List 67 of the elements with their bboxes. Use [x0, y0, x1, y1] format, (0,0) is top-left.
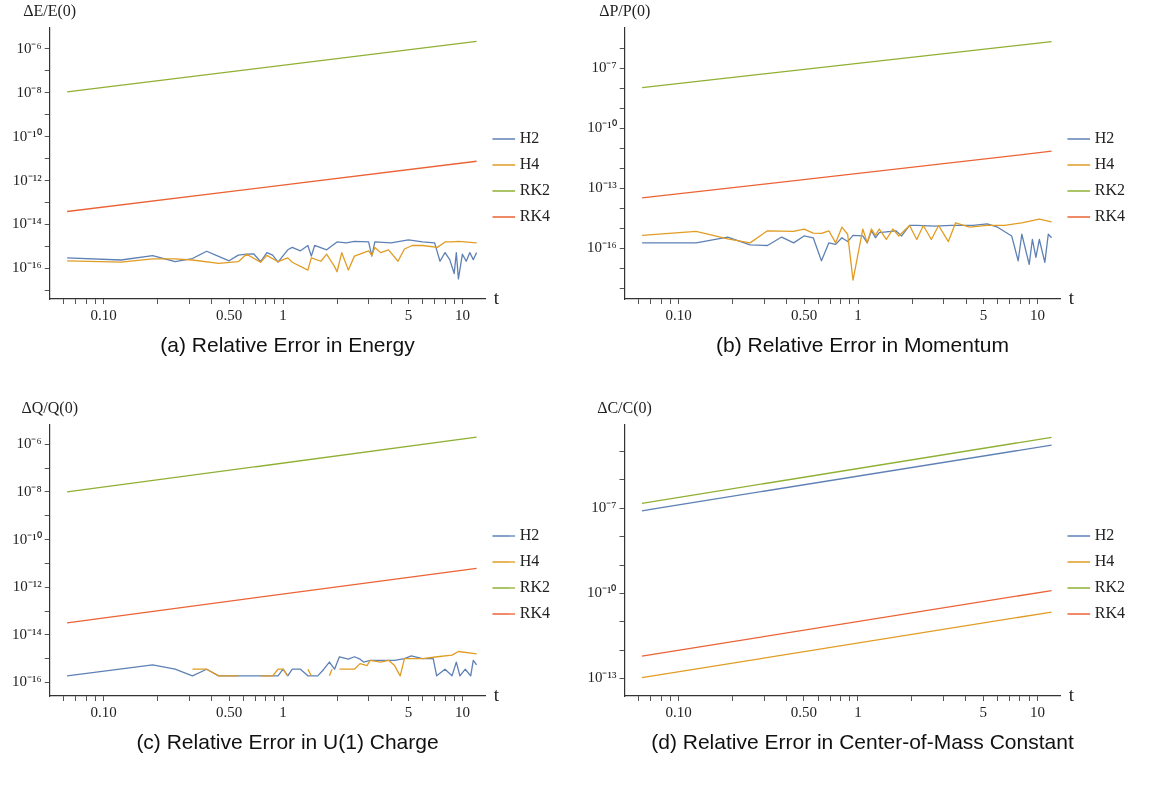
y-tick-label: 10⁻¹⁰ [12, 127, 42, 144]
legend-label: H2 [519, 526, 540, 544]
legend-label: H4 [1094, 552, 1115, 570]
legend-label: RK2 [1094, 578, 1126, 596]
x-axis-title: t [493, 683, 500, 705]
x-tick-label: 5 [404, 306, 413, 323]
x-tick-label: 10 [1029, 703, 1045, 720]
legend-label: H2 [1094, 526, 1115, 544]
x-tick-label: 0.10 [90, 703, 117, 720]
text: (b) Relative Error in Momentum [715, 332, 1010, 358]
x-tick-label: 1 [854, 703, 862, 720]
x-tick-label: 1 [854, 306, 862, 323]
y-axis-title: ΔQ/Q(0) [21, 399, 78, 418]
y-tick-label: 10⁻⁷ [591, 499, 617, 516]
y-tick-label: 10⁻¹⁴ [11, 625, 42, 642]
legend-label: RK2 [1094, 181, 1126, 199]
x-tick-label: 1 [279, 306, 287, 323]
x-tick-label: 0.50 [790, 306, 818, 323]
x-tick-label: 0.10 [665, 703, 692, 720]
legend-label: RK2 [519, 578, 551, 596]
x-tick-label: 0.50 [790, 703, 818, 720]
x-tick-label: 0.10 [90, 306, 117, 323]
y-tick-label: 10⁻¹² [12, 578, 43, 595]
x-tick-label: 5 [979, 306, 988, 323]
y-tick-label: 10⁻¹⁶ [11, 259, 42, 276]
y-tick-label: 10⁻¹⁰ [587, 584, 617, 601]
legend-label: H2 [519, 129, 540, 147]
x-axis-title: t [1068, 683, 1075, 705]
legend-label: RK4 [519, 604, 551, 622]
legend-label: H4 [519, 552, 540, 570]
x-tick-label: 10 [1029, 306, 1045, 323]
legend-label: H4 [519, 155, 540, 173]
y-tick-label: 10⁻¹⁶ [586, 239, 617, 256]
x-tick-label: 5 [404, 703, 413, 720]
y-tick-label: 10⁻¹² [12, 171, 43, 188]
x-tick-label: 0.10 [665, 306, 692, 323]
legend-label: H4 [1094, 155, 1115, 173]
x-axis-title: t [493, 286, 500, 308]
legend-label: RK2 [519, 181, 551, 199]
x-tick-label: 10 [454, 306, 470, 323]
text: (c) Relative Error in U(1) Charge [135, 729, 440, 755]
y-tick-label: 10⁻⁶ [16, 39, 42, 56]
y-tick-label: 10⁻¹⁰ [12, 530, 42, 547]
y-tick-label: 10⁻¹³ [587, 669, 617, 686]
y-tick-label: 10⁻¹⁰ [587, 119, 617, 136]
x-tick-label: 0.50 [215, 306, 243, 323]
text: (d) Relative Error in Center-of-Mass Constant [650, 729, 1075, 755]
x-tick-label: 5 [979, 703, 988, 720]
x-tick-label: 10 [454, 703, 470, 720]
legend-label: RK4 [1094, 207, 1126, 225]
text: (a) Relative Error in Energy [159, 332, 416, 358]
legend-label: H2 [1094, 129, 1115, 147]
x-axis-title: t [1068, 286, 1075, 308]
y-tick-label: 10⁻¹⁴ [11, 215, 42, 232]
y-tick-label: 10⁻⁷ [591, 59, 617, 76]
legend-label: RK4 [1094, 604, 1126, 622]
x-tick-label: 1 [279, 703, 287, 720]
y-tick-label: 10⁻⁸ [16, 482, 42, 499]
x-tick-label: 0.50 [215, 703, 243, 720]
y-tick-label: 10⁻⁶ [16, 435, 42, 452]
y-tick-label: 10⁻¹⁶ [11, 673, 42, 690]
y-axis-title: ΔC/C(0) [597, 399, 652, 418]
y-axis-title: ΔE/E(0) [23, 2, 77, 21]
y-axis-title: ΔP/P(0) [599, 2, 651, 21]
y-tick-label: 10⁻⁸ [16, 83, 42, 100]
y-tick-label: 10⁻¹³ [587, 179, 618, 196]
legend-label: RK4 [519, 207, 551, 225]
